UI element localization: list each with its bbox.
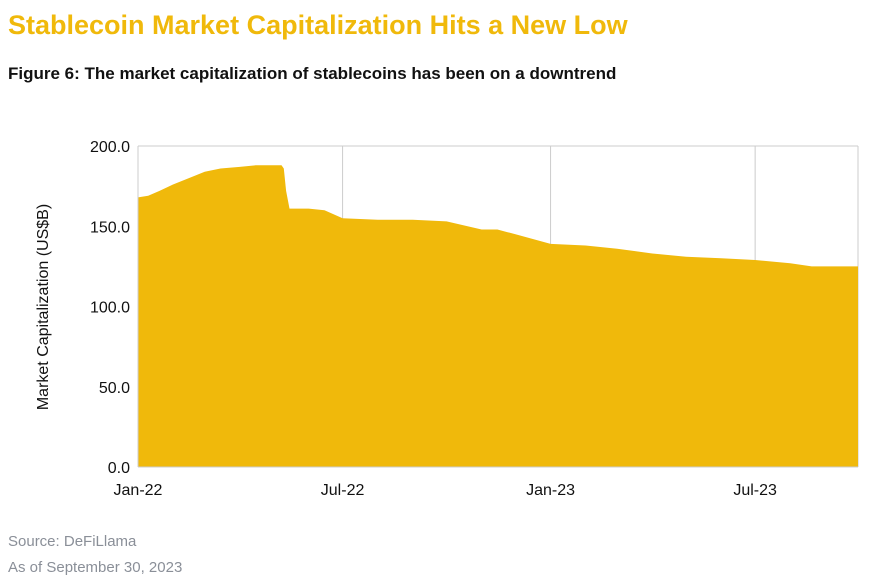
as-of-note: As of September 30, 2023 xyxy=(8,559,183,576)
area-layer xyxy=(138,165,858,468)
market-cap-chart: 0.0 50.0 100.0 150.0 200.0 Jan-22 Jul-22 Jan-23… xyxy=(35,139,859,499)
x-tick-label: Jan-23 xyxy=(526,482,575,499)
axis-layer: 0.0 50.0 100.0 150.0 200.0 Jan-22 Jul-22 Jan-23… xyxy=(90,139,858,499)
figure-subtitle: Figure 6: The market capitalization of s… xyxy=(8,64,617,83)
market-cap-area xyxy=(138,165,858,468)
y-tick-label: 50.0 xyxy=(99,380,130,397)
page-title: Stablecoin Market Capitalization Hits a … xyxy=(8,10,628,40)
y-tick-label: 0.0 xyxy=(108,460,130,477)
source-note: Source: DeFiLlama xyxy=(8,533,137,550)
x-tick-label: Jan-22 xyxy=(114,482,163,499)
y-axis-label: Market Capitalization (US$B) xyxy=(35,204,52,410)
x-tick-label: Jul-23 xyxy=(733,482,777,499)
x-tick-label: Jul-22 xyxy=(321,482,365,499)
y-tick-label: 200.0 xyxy=(90,139,130,156)
y-tick-label: 100.0 xyxy=(90,300,130,317)
y-tick-label: 150.0 xyxy=(90,219,130,236)
